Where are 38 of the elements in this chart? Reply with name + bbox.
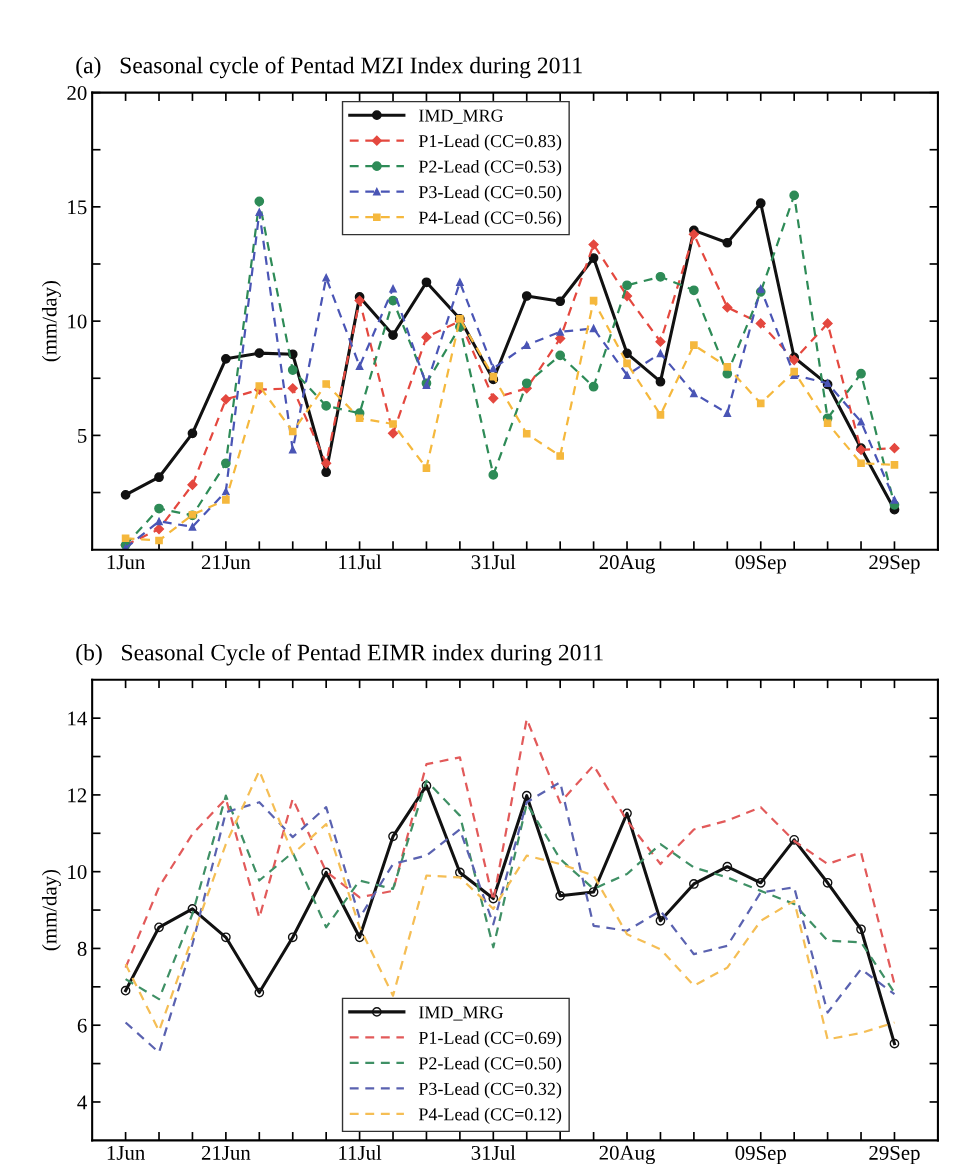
x-tick-label: 1Jun — [107, 555, 145, 570]
y-axis-title: (mm/day) — [41, 280, 61, 362]
legend-label: P4-Lead (CC=0.56) — [418, 211, 562, 228]
x-tick-label: 09Sep — [735, 1145, 786, 1165]
y-tick-label: 6 — [77, 1018, 87, 1033]
x-tick-label: 11Jul — [339, 1145, 382, 1160]
legend-label: P2-Lead (CC=0.50) — [418, 1056, 562, 1074]
x-tick-label: 11Jul — [339, 554, 382, 570]
x-tick-label: 31Jul — [471, 554, 516, 570]
y-tick-label: 5 — [78, 428, 87, 443]
x-tick-label: 31Jul — [471, 1145, 516, 1160]
y-tick-label: 14 — [68, 711, 87, 726]
legend-label: P1-Lead (CC=0.69) — [418, 1031, 562, 1048]
x-tick-label: 29Sep — [869, 555, 920, 574]
legend-label: P3-Lead (CC=0.50) — [418, 185, 562, 202]
legend-label: P1-Lead (CC=0.83) — [418, 134, 562, 151]
legend-label: P2-Lead (CC=0.53) — [418, 159, 562, 177]
y-tick-label: 4 — [77, 1095, 87, 1110]
x-tick-label: 21Jun — [201, 555, 251, 570]
x-tick-label: 1Jun — [107, 1145, 145, 1160]
legend-label: IMD_MRG — [419, 1006, 504, 1021]
y-tick-label: 12 — [68, 788, 87, 803]
legend-label: P3-Lead (CC=0.32) — [418, 1082, 562, 1099]
x-tick-label: 21Jun — [201, 1145, 251, 1160]
y-tick-label: 10 — [68, 314, 87, 329]
legend-label: P4-Lead (CC=0.12) — [418, 1107, 562, 1125]
x-tick-label: 20Aug — [599, 1145, 655, 1165]
y-tick-label: 10 — [68, 865, 87, 880]
chart-title: (b) Seasonal Cycle of Pentad EIMR index during 2011 — [76, 643, 603, 666]
y-tick-label: 8 — [77, 941, 87, 956]
x-tick-label: 29Sep — [869, 1145, 920, 1165]
x-tick-label: 09Sep — [735, 555, 786, 574]
x-tick-label: 20Aug — [599, 555, 655, 574]
y-tick-label: 15 — [68, 200, 87, 215]
y-tick-label: 20 — [67, 85, 87, 101]
chart-title: (a) Seasonal cycle of Pentad MZI Index during 2011 — [76, 56, 582, 79]
y-axis-title: (mm/day) — [41, 869, 61, 951]
legend-label: IMD_MRG — [419, 109, 504, 124]
